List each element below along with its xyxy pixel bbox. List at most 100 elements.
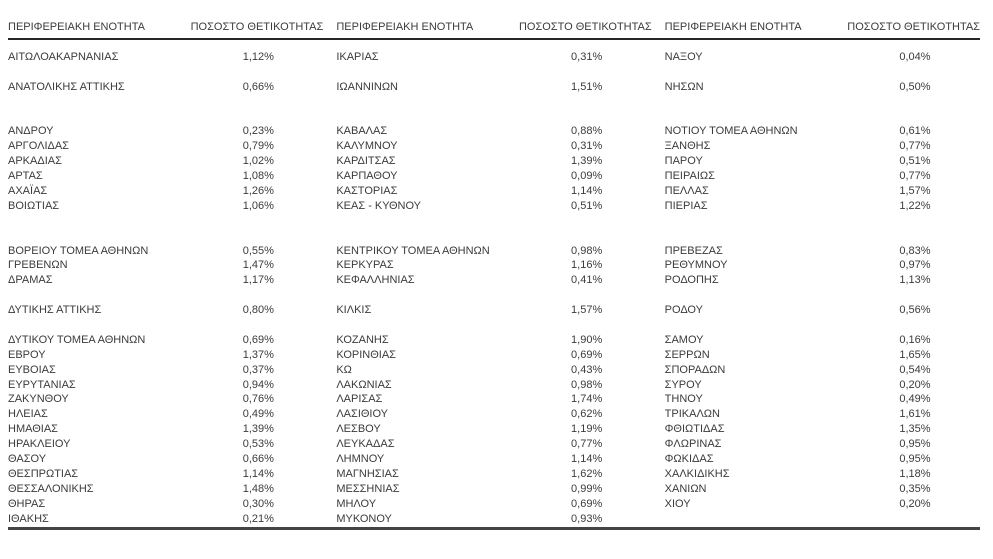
- region-name-cell: ΛΗΜΝΟΥ: [336, 453, 385, 466]
- positivity-value-cell: 0,21%: [242, 512, 274, 525]
- table-row: ΤΗΝΟΥ 0,49%: [665, 392, 980, 407]
- region-name-cell: ΚΩ: [336, 363, 352, 376]
- region-name-cell: ΚΕΦΑΛΛΗΝΙΑΣ: [336, 274, 415, 287]
- region-name-cell: ΚΙΛΚΙΣ: [336, 304, 372, 317]
- table-row: ΑΙΤΩΛΟΑΚΑΡΝΑΝΙΑΣ 1,12%: [8, 50, 323, 65]
- region-name-cell: ΛΑΡΙΣΑΣ: [336, 393, 383, 406]
- positivity-value-cell: 1,16%: [571, 259, 603, 272]
- table-row: ΙΘΑΚΗΣ 0,21%: [8, 512, 323, 527]
- table-body-band: ΑΙΤΩΛΟΑΚΑΡΝΑΝΙΑΣ 1,12% ΑΝΑΤΟΛΙΚΗΣ ΑΤΤΙΚΗΣ 0…: [8, 40, 980, 530]
- table-row: ΜΕΣΣΗΝΙΑΣ 0,99%: [336, 482, 651, 497]
- table-row-spacer: [665, 229, 980, 244]
- positivity-value-cell: 1,19%: [571, 423, 603, 436]
- table-row-spacer: [8, 318, 323, 333]
- table-row: ΛΗΜΝΟΥ 1,14%: [336, 452, 651, 467]
- region-name-cell: ΔΥΤΙΚΟΥ ΤΟΜΕΑ ΑΘΗΝΩΝ: [8, 333, 146, 346]
- table-row: ΣΑΜΟΥ 0,16%: [665, 333, 980, 348]
- region-name-cell: ΝΑΞΟΥ: [664, 51, 703, 63]
- table-row: ΛΑΣΙΘΙΟΥ 0,62%: [336, 407, 651, 422]
- region-name-cell: ΚΟΡΙΝΘΙΑΣ: [336, 348, 396, 361]
- positivity-value-cell: 1,14%: [571, 453, 603, 466]
- table-row: ΡΟΔΟΠΗΣ 1,13%: [665, 273, 980, 288]
- table-row: ΧΑΛΚΙΔΙΚΗΣ 1,18%: [665, 467, 980, 482]
- region-name-cell: ΛΕΥΚΑΔΑΣ: [336, 438, 395, 451]
- positivity-value-cell: 0,35%: [899, 482, 931, 495]
- positivity-value-cell: 0,95%: [899, 453, 931, 466]
- positivity-value-cell: 0,83%: [899, 244, 931, 257]
- region-name-cell: ΚΕΝΤΡΙΚΟΥ ΤΟΜΕΑ ΑΘΗΝΩΝ: [336, 244, 490, 257]
- positivity-value-cell: 0,30%: [242, 497, 274, 510]
- table-row: ΚΕΑΣ - ΚΥΘΝΟΥ 0,51%: [336, 199, 651, 214]
- positivity-value-cell: 0,16%: [899, 333, 931, 346]
- table-row: ΔΥΤΙΚΗΣ ΑΤΤΙΚΗΣ 0,80%: [8, 303, 323, 318]
- table-row: ΑΡΤΑΣ 1,08%: [8, 169, 323, 184]
- table-row: ΝΟΤΙΟΥ ΤΟΜΕΑ ΑΘΗΝΩΝ 0,61%: [665, 124, 980, 139]
- positivity-value-cell: 0,23%: [242, 125, 274, 138]
- region-name-cell: ΡΟΔΟΥ: [664, 304, 703, 317]
- table-row: ΔΡΑΜΑΣ 1,17%: [8, 273, 323, 288]
- positivity-value-cell: 0,98%: [571, 244, 603, 257]
- region-name-cell: ΜΗΛΟΥ: [336, 497, 377, 510]
- positivity-value-cell: 0,66%: [242, 80, 274, 93]
- region-name-cell: ΦΛΩΡΙΝΑΣ: [664, 438, 722, 451]
- positivity-value-cell: 1,02%: [242, 155, 274, 168]
- region-name-cell: ΑΝΑΤΟΛΙΚΗΣ ΑΤΤΙΚΗΣ: [8, 80, 125, 93]
- column-group-1-body: ΑΙΤΩΛΟΑΚΑΡΝΑΝΙΑΣ 1,12% ΑΝΑΤΟΛΙΚΗΣ ΑΤΤΙΚΗΣ 0…: [8, 50, 323, 527]
- table-row-spacer: [665, 512, 980, 527]
- table-row: ΓΡΕΒΕΝΩΝ 1,47%: [8, 258, 323, 273]
- region-name-cell: ΚΑΡΠΑΘΟΥ: [336, 170, 398, 183]
- positivity-value-cell: 0,51%: [899, 155, 931, 168]
- region-name-cell: ΕΥΡΥΤΑΝΙΑΣ: [8, 378, 76, 391]
- positivity-value-cell: 0,61%: [899, 125, 931, 138]
- table-row: ΘΗΡΑΣ 0,30%: [8, 497, 323, 512]
- positivity-value-cell: 0,77%: [899, 170, 931, 183]
- table-row: ΒΟΡΕΙΟΥ ΤΟΜΕΑ ΑΘΗΝΩΝ 0,55%: [8, 244, 323, 259]
- table-row: ΜΥΚΟΝΟΥ 0,93%: [336, 512, 651, 527]
- positivity-value-cell: 0,54%: [899, 363, 931, 376]
- table-row-spacer: [336, 229, 651, 244]
- region-name-cell: ΛΑΚΩΝΙΑΣ: [336, 378, 392, 391]
- region-name-cell: ΜΑΓΝΗΣΙΑΣ: [336, 467, 399, 480]
- table-row: ΞΑΝΘΗΣ 0,77%: [665, 139, 980, 154]
- table-row: ΝΑΞΟΥ 0,04%: [665, 50, 980, 65]
- region-name-cell: ΚΑΡΔΙΤΣΑΣ: [336, 155, 396, 168]
- table-row: ΚΕΝΤΡΙΚΟΥ ΤΟΜΕΑ ΑΘΗΝΩΝ 0,98%: [336, 244, 651, 259]
- table-row: ΑΡΚΑΔΙΑΣ 1,02%: [8, 154, 323, 169]
- positivity-value-cell: 1,26%: [242, 185, 274, 198]
- region-name-cell: ΘΕΣΠΡΩΤΙΑΣ: [8, 467, 79, 480]
- table-row: ΗΡΑΚΛΕΙΟΥ 0,53%: [8, 437, 323, 452]
- table-row: ΚΩ 0,43%: [336, 363, 651, 378]
- table-row: ΚΑΡΠΑΘΟΥ 0,09%: [336, 169, 651, 184]
- positivity-value-cell: 0,79%: [242, 140, 274, 153]
- positivity-value-cell: 0,49%: [899, 393, 931, 406]
- positivity-value-cell: 0,04%: [899, 51, 931, 63]
- region-name-cell: ΛΑΣΙΘΙΟΥ: [336, 408, 389, 421]
- table-row: ΚΟΡΙΝΘΙΑΣ 0,69%: [336, 348, 651, 363]
- region-name-cell: ΧΑΛΚΙΔΙΚΗΣ: [664, 467, 730, 480]
- table-row-spacer: [336, 214, 651, 229]
- region-name-cell: ΦΘΙΩΤΙΔΑΣ: [664, 423, 725, 436]
- region-name-cell: ΔΥΤΙΚΗΣ ΑΤΤΙΚΗΣ: [8, 304, 102, 317]
- positivity-value-cell: 1,17%: [242, 274, 274, 287]
- region-name-cell: ΛΕΣΒΟΥ: [336, 423, 381, 436]
- table-row-spacer: [665, 95, 980, 110]
- region-name-cell: ΣΥΡΟΥ: [664, 378, 702, 391]
- table-row: ΙΚΑΡΙΑΣ 0,31%: [336, 50, 651, 65]
- positivity-value-cell: 1,12%: [242, 51, 274, 63]
- table-row-spacer: [665, 318, 980, 333]
- table-row-spacer: [336, 318, 651, 333]
- table-row-spacer: [8, 214, 323, 229]
- positivity-value-cell: 1,06%: [242, 199, 274, 212]
- region-name-cell: ΗΛΕΙΑΣ: [8, 408, 48, 421]
- table-row: ΦΛΩΡΙΝΑΣ 0,95%: [665, 437, 980, 452]
- table-row-spacer: [336, 95, 651, 110]
- region-name-cell: ΝΗΣΩΝ: [664, 80, 704, 93]
- region-name-cell: ΑΡΤΑΣ: [8, 170, 43, 183]
- region-name-cell: ΑΙΤΩΛΟΑΚΑΡΝΑΝΙΑΣ: [8, 51, 119, 63]
- region-name-cell: ΙΘΑΚΗΣ: [8, 512, 49, 525]
- positivity-value-cell: 0,37%: [242, 363, 274, 376]
- region-name-cell: ΧΙΟΥ: [664, 497, 691, 510]
- table-row: ΒΟΙΩΤΙΑΣ 1,06%: [8, 199, 323, 214]
- table-row: ΚΙΛΚΙΣ 1,57%: [336, 303, 651, 318]
